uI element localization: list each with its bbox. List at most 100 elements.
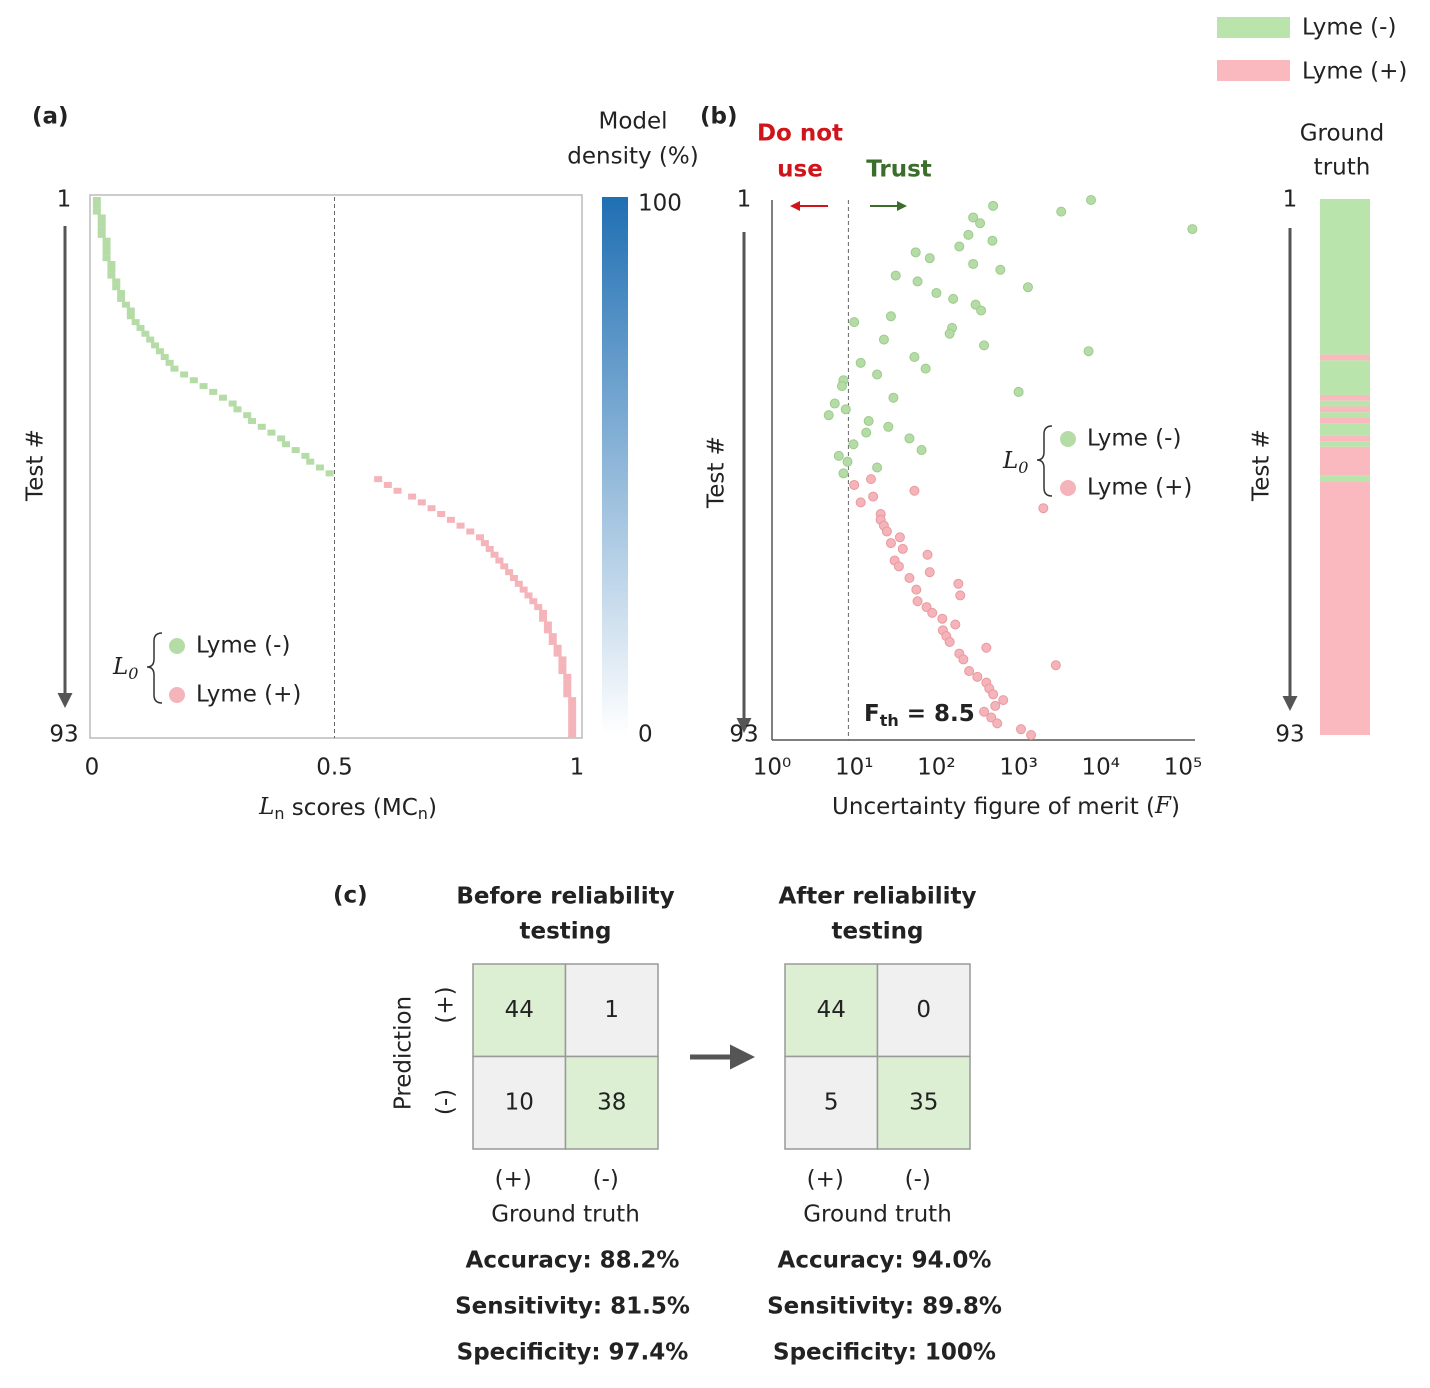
density-trace [155, 348, 164, 355]
density-trace [160, 354, 169, 361]
density-trace [393, 487, 402, 494]
density-trace [485, 545, 494, 552]
y-axis-label: Test # [1249, 429, 1275, 502]
point [953, 578, 964, 589]
point [1085, 195, 1096, 205]
density-trace [209, 388, 218, 395]
point [855, 497, 866, 508]
matrix-title: After reliability [778, 884, 976, 910]
matrix-title: testing [520, 919, 612, 945]
density-trace [543, 627, 552, 634]
density-trace [539, 609, 548, 616]
point [988, 200, 999, 211]
label-part: 0 [128, 664, 138, 683]
col-label: (+) [807, 1167, 844, 1193]
metric: Specificity: 100% [773, 1340, 996, 1366]
metric: Accuracy: 88.2% [466, 1248, 680, 1274]
point [964, 666, 975, 677]
point [987, 235, 998, 246]
point [937, 613, 948, 624]
legend-label: Lyme (-) [1302, 15, 1396, 41]
density-trace [146, 336, 155, 343]
label-part: F [1154, 793, 1172, 819]
point [842, 456, 853, 467]
density-trace [151, 342, 160, 349]
truth-segment [1320, 360, 1370, 395]
label-part: ) [1171, 794, 1180, 820]
x-axis-label: Uncertainty figure of merit (F) [832, 793, 1180, 820]
point [944, 328, 955, 339]
cell-value: 10 [505, 1089, 534, 1115]
matrix-cell [564, 963, 659, 1058]
truth-segment [1320, 435, 1370, 442]
point [878, 334, 889, 345]
density-trace [543, 621, 552, 628]
point [948, 293, 959, 304]
label-part: L [1002, 448, 1018, 474]
x-tick-label: 10¹ [835, 755, 874, 781]
x-tick-label: 0.5 [316, 755, 353, 781]
threshold-label: Fth = 8.5 [864, 701, 975, 730]
legend-label: Lyme (+) [196, 682, 301, 708]
density-trace [417, 499, 426, 506]
point [823, 410, 834, 421]
label-part: th [880, 711, 899, 730]
y-tick-label: 93 [1275, 722, 1304, 748]
density-trace [315, 464, 324, 471]
x-tick-label: 10⁰ [753, 755, 792, 781]
point [1038, 503, 1049, 514]
truth-segment [1320, 423, 1370, 436]
point [990, 700, 1001, 711]
y-axis-label: Prediction [391, 996, 417, 1110]
density-trace [480, 540, 489, 547]
density-trace [267, 429, 276, 436]
point [868, 491, 879, 502]
density-trace [568, 714, 577, 721]
y-axis-label: Test # [23, 429, 49, 502]
density-trace [490, 551, 499, 558]
colorbar-tick-label: 0 [638, 722, 653, 748]
density-trace [92, 208, 101, 215]
density-trace [97, 214, 106, 221]
point [963, 229, 974, 240]
x-tick-label: 0 [85, 755, 100, 781]
metric: Sensitivity: 89.8% [767, 1294, 1002, 1320]
panel-label: (c) [333, 883, 368, 909]
legend-brace [1036, 425, 1053, 497]
point [1016, 724, 1027, 735]
density-trace [548, 633, 557, 640]
plot-frame [89, 194, 583, 739]
x-axis-label: Ground truth [491, 1202, 640, 1228]
point [911, 584, 922, 595]
density-trace [374, 476, 383, 483]
density-trace [189, 377, 198, 384]
density-trace [568, 708, 577, 715]
point [954, 241, 965, 252]
col-label: (+) [495, 1167, 532, 1193]
point [968, 258, 979, 269]
density-trace [112, 284, 121, 291]
density-trace [107, 272, 116, 279]
x-tick-label: 10² [917, 755, 956, 781]
density-trace [500, 563, 509, 570]
point [897, 543, 908, 554]
density-trace [136, 324, 145, 331]
point [1050, 660, 1061, 671]
density-trace [563, 679, 572, 686]
colorbar-tick-label: 100 [638, 191, 682, 217]
metric: Specificity: 97.4% [457, 1340, 689, 1366]
label-part: = 8.5 [899, 701, 975, 727]
x-tick-label: 10⁴ [1082, 755, 1121, 781]
matrix-cell [472, 963, 567, 1058]
point [849, 479, 860, 490]
label-part: L [258, 794, 274, 820]
density-trace [568, 720, 577, 727]
point [1013, 386, 1024, 397]
density-trace [558, 656, 567, 663]
density-trace [92, 202, 101, 209]
point [972, 671, 983, 682]
matrix-cell [784, 963, 879, 1058]
density-trace [306, 458, 315, 465]
legend-marker [1060, 480, 1076, 496]
x-tick-label: 1 [570, 755, 585, 781]
